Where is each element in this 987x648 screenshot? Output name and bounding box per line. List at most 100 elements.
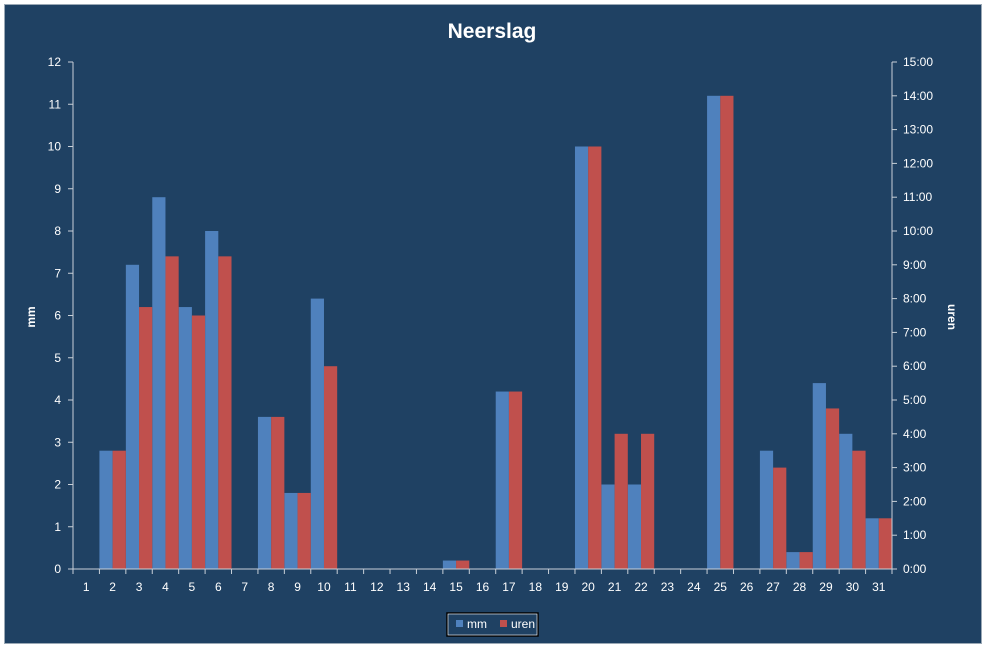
x-tick-label: 15: [449, 580, 463, 594]
x-tick-label: 5: [189, 580, 196, 594]
bar-mm-4: [152, 197, 166, 569]
bar-uren-10: [323, 366, 338, 569]
x-tick-label: 18: [529, 580, 543, 594]
y-left-tick-label: 0: [54, 562, 61, 576]
bar-uren-9: [297, 492, 311, 569]
x-tick-label: 12: [370, 580, 384, 594]
bar-uren-21: [614, 433, 628, 569]
x-tick-label: 31: [872, 580, 886, 594]
bar-uren-15: [456, 560, 470, 569]
legend-label-mm: mm: [467, 617, 487, 631]
bar-mm-29: [812, 383, 826, 569]
bar-mm-28: [786, 552, 800, 569]
x-tick-label: 3: [136, 580, 143, 594]
chart-container: Neerslag 0 1 2 3 4 5 6 7 8 9 10 11 12 0:00 1:00 2:00 3:0…: [4, 4, 982, 644]
bar-uren-29: [825, 408, 840, 569]
bars-group: [99, 95, 892, 570]
legend-label-uren: uren: [511, 617, 535, 631]
y-left-tick-label: 6: [54, 309, 61, 323]
bar-uren-5: [191, 315, 206, 569]
bar-uren-17: [508, 391, 523, 569]
bar-uren-6: [218, 256, 232, 569]
y-right-tick-label: 7:00: [903, 325, 927, 339]
y-left-tick-label: 12: [48, 55, 62, 69]
y-right-tick-label: 14:00: [903, 89, 933, 103]
bar-mm-22: [627, 484, 642, 569]
x-tick-label: 2: [109, 580, 116, 594]
y-left-tick-label: 9: [54, 182, 61, 196]
x-tick-label: 19: [555, 580, 569, 594]
bar-uren-25: [720, 95, 734, 570]
x-tick-label: 16: [476, 580, 490, 594]
x-tick-label: 26: [740, 580, 754, 594]
bar-uren-20: [588, 146, 602, 569]
legend-swatch-uren: [500, 620, 507, 627]
y-right-tick-label: 1:00: [903, 528, 927, 542]
bar-mm-2: [99, 450, 113, 569]
y-right-tick-label: 15:00: [903, 55, 933, 69]
x-tick-label: 29: [819, 580, 833, 594]
bar-mm-30: [839, 433, 853, 569]
bar-uren-31: [878, 518, 892, 569]
chart-svg: Neerslag 01234567891011120:001:002:003:0…: [24, 20, 959, 637]
x-tick-label: 17: [502, 580, 516, 594]
axes-group: 01234567891011120:001:002:003:004:005:00…: [48, 55, 934, 594]
y-left-tick-label: 2: [54, 478, 61, 492]
x-tick-label: 20: [581, 580, 595, 594]
x-tick-label: 22: [634, 580, 648, 594]
x-tick-label: 10: [317, 580, 331, 594]
y-right-tick-label: 10:00: [903, 224, 933, 238]
legend-inner-border: [447, 613, 538, 636]
bar-mm-20: [574, 146, 589, 569]
x-tick-label: 30: [846, 580, 860, 594]
bar-mm-9: [284, 492, 298, 569]
bar-mm-5: [178, 307, 192, 569]
y-right-tick-label: 2:00: [903, 494, 927, 508]
x-tick-label: 1: [83, 580, 90, 594]
y-left-tick-label: 10: [48, 140, 62, 154]
x-tick-label: 27: [766, 580, 780, 594]
y-right-tick-label: 6:00: [903, 359, 927, 373]
y-left-tick-label: 5: [54, 351, 61, 365]
x-tick-label: 23: [661, 580, 675, 594]
x-tick-label: 7: [241, 580, 248, 594]
bar-mm-10: [310, 298, 324, 569]
chart-title: Neerslag: [448, 20, 537, 43]
bar-mm-25: [707, 95, 721, 570]
bar-uren-27: [773, 467, 787, 569]
y-right-tick-label: 4:00: [903, 427, 927, 441]
bar-uren-2: [112, 450, 126, 569]
x-tick-label: 6: [215, 580, 222, 594]
y-right-tick-label: 3:00: [903, 461, 927, 475]
y-left-tick-label: 11: [49, 97, 62, 111]
x-tick-label: 21: [608, 580, 622, 594]
y-axis-right-title: uren: [945, 304, 959, 330]
bar-uren-4: [165, 256, 179, 569]
bar-uren-3: [139, 307, 153, 569]
y-left-tick-label: 7: [54, 266, 61, 280]
y-right-tick-label: 8:00: [903, 292, 927, 306]
x-tick-label: 25: [714, 580, 728, 594]
y-left-tick-label: 4: [54, 393, 61, 407]
legend-box: [446, 612, 539, 637]
y-right-tick-label: 5:00: [903, 393, 927, 407]
bar-mm-31: [865, 518, 879, 569]
bar-uren-22: [641, 433, 655, 569]
x-tick-label: 11: [344, 580, 357, 594]
bar-mm-6: [205, 231, 219, 569]
y-right-tick-label: 0:00: [903, 562, 927, 576]
x-tick-label: 4: [162, 580, 169, 594]
y-right-tick-label: 13:00: [903, 123, 933, 137]
y-left-tick-label: 3: [54, 435, 61, 449]
x-tick-label: 14: [423, 580, 437, 594]
y-right-tick-label: 9:00: [903, 258, 927, 272]
bar-uren-28: [799, 552, 813, 569]
bar-uren-8: [271, 416, 285, 569]
legend: mm uren: [446, 612, 539, 637]
x-tick-label: 28: [793, 580, 807, 594]
y-axis-left-title: mm: [24, 306, 38, 327]
bar-mm-15: [442, 560, 457, 569]
y-left-tick-label: 8: [54, 224, 61, 238]
x-tick-label: 24: [687, 580, 701, 594]
x-tick-label: 9: [294, 580, 301, 594]
